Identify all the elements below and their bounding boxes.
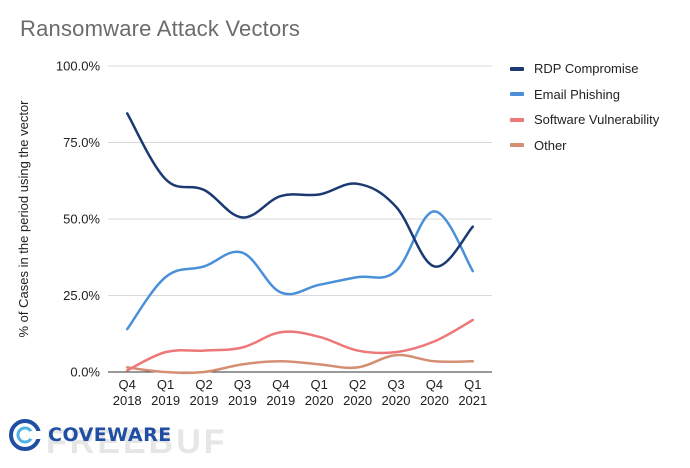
x-tick-label: 2019 (266, 393, 295, 408)
x-tick-label: 2019 (151, 393, 180, 408)
legend-label: Other (534, 137, 567, 153)
logo-text: COVEWARE (48, 424, 172, 446)
y-tick-label: 0.0% (70, 365, 100, 380)
x-tick-label: Q3 (234, 377, 251, 392)
legend-label: Email Phishing (534, 86, 620, 102)
legend-swatch (510, 143, 524, 148)
legend-item: RDP Compromise (510, 56, 659, 82)
x-tick-label: 2020 (420, 393, 449, 408)
legend-swatch (510, 92, 524, 97)
series-line-software-vulnerability (125, 318, 475, 372)
x-tick-label: Q4 (272, 377, 289, 392)
y-tick-label: 25.0% (63, 288, 100, 303)
legend-swatch (510, 117, 524, 122)
legend-swatch (510, 66, 524, 71)
x-tick-label: 2020 (343, 393, 372, 408)
y-axis-title: % of Cases in the period using the vecto… (16, 100, 31, 338)
x-tick-label: 2018 (113, 393, 142, 408)
series-line-rdp-compromise (125, 112, 475, 268)
x-tick-label: Q3 (387, 377, 404, 392)
legend-item: Email Phishing (510, 82, 659, 108)
legend: RDP Compromise Email Phishing Software Vul… (510, 56, 659, 158)
y-tick-label: 75.0% (63, 135, 100, 150)
x-tick-label: 2020 (382, 393, 411, 408)
legend-label: RDP Compromise (534, 61, 639, 77)
x-tick-label: Q1 (464, 377, 481, 392)
x-tick-label: Q4 (426, 377, 443, 392)
x-tick-label: Q2 (349, 377, 366, 392)
legend-item: Other (510, 133, 659, 159)
chart-title: Ransomware Attack Vectors (20, 16, 301, 41)
x-tick-label: Q4 (119, 377, 136, 392)
coveware-logo: COVEWARE (8, 418, 172, 452)
x-tick-label: Q1 (311, 377, 328, 392)
series-line-other (125, 353, 475, 375)
series-line-email-phishing (125, 210, 475, 331)
y-tick-label: 50.0% (63, 212, 100, 227)
y-tick-label: 100.0% (56, 59, 101, 74)
x-tick-label: Q2 (195, 377, 212, 392)
x-tick-label: 2019 (190, 393, 219, 408)
coveware-logo-icon (9, 419, 42, 451)
legend-label: Software Vulnerability (534, 112, 660, 128)
legend-item: Software Vulnerability (510, 107, 659, 133)
x-tick-label: 2020 (305, 393, 334, 408)
x-tick-label: 2019 (228, 393, 257, 408)
x-tick-label: 2021 (458, 393, 487, 408)
x-tick-label: Q1 (157, 377, 174, 392)
